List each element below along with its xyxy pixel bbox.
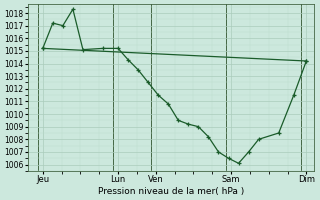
X-axis label: Pression niveau de la mer( hPa ): Pression niveau de la mer( hPa )	[98, 187, 244, 196]
